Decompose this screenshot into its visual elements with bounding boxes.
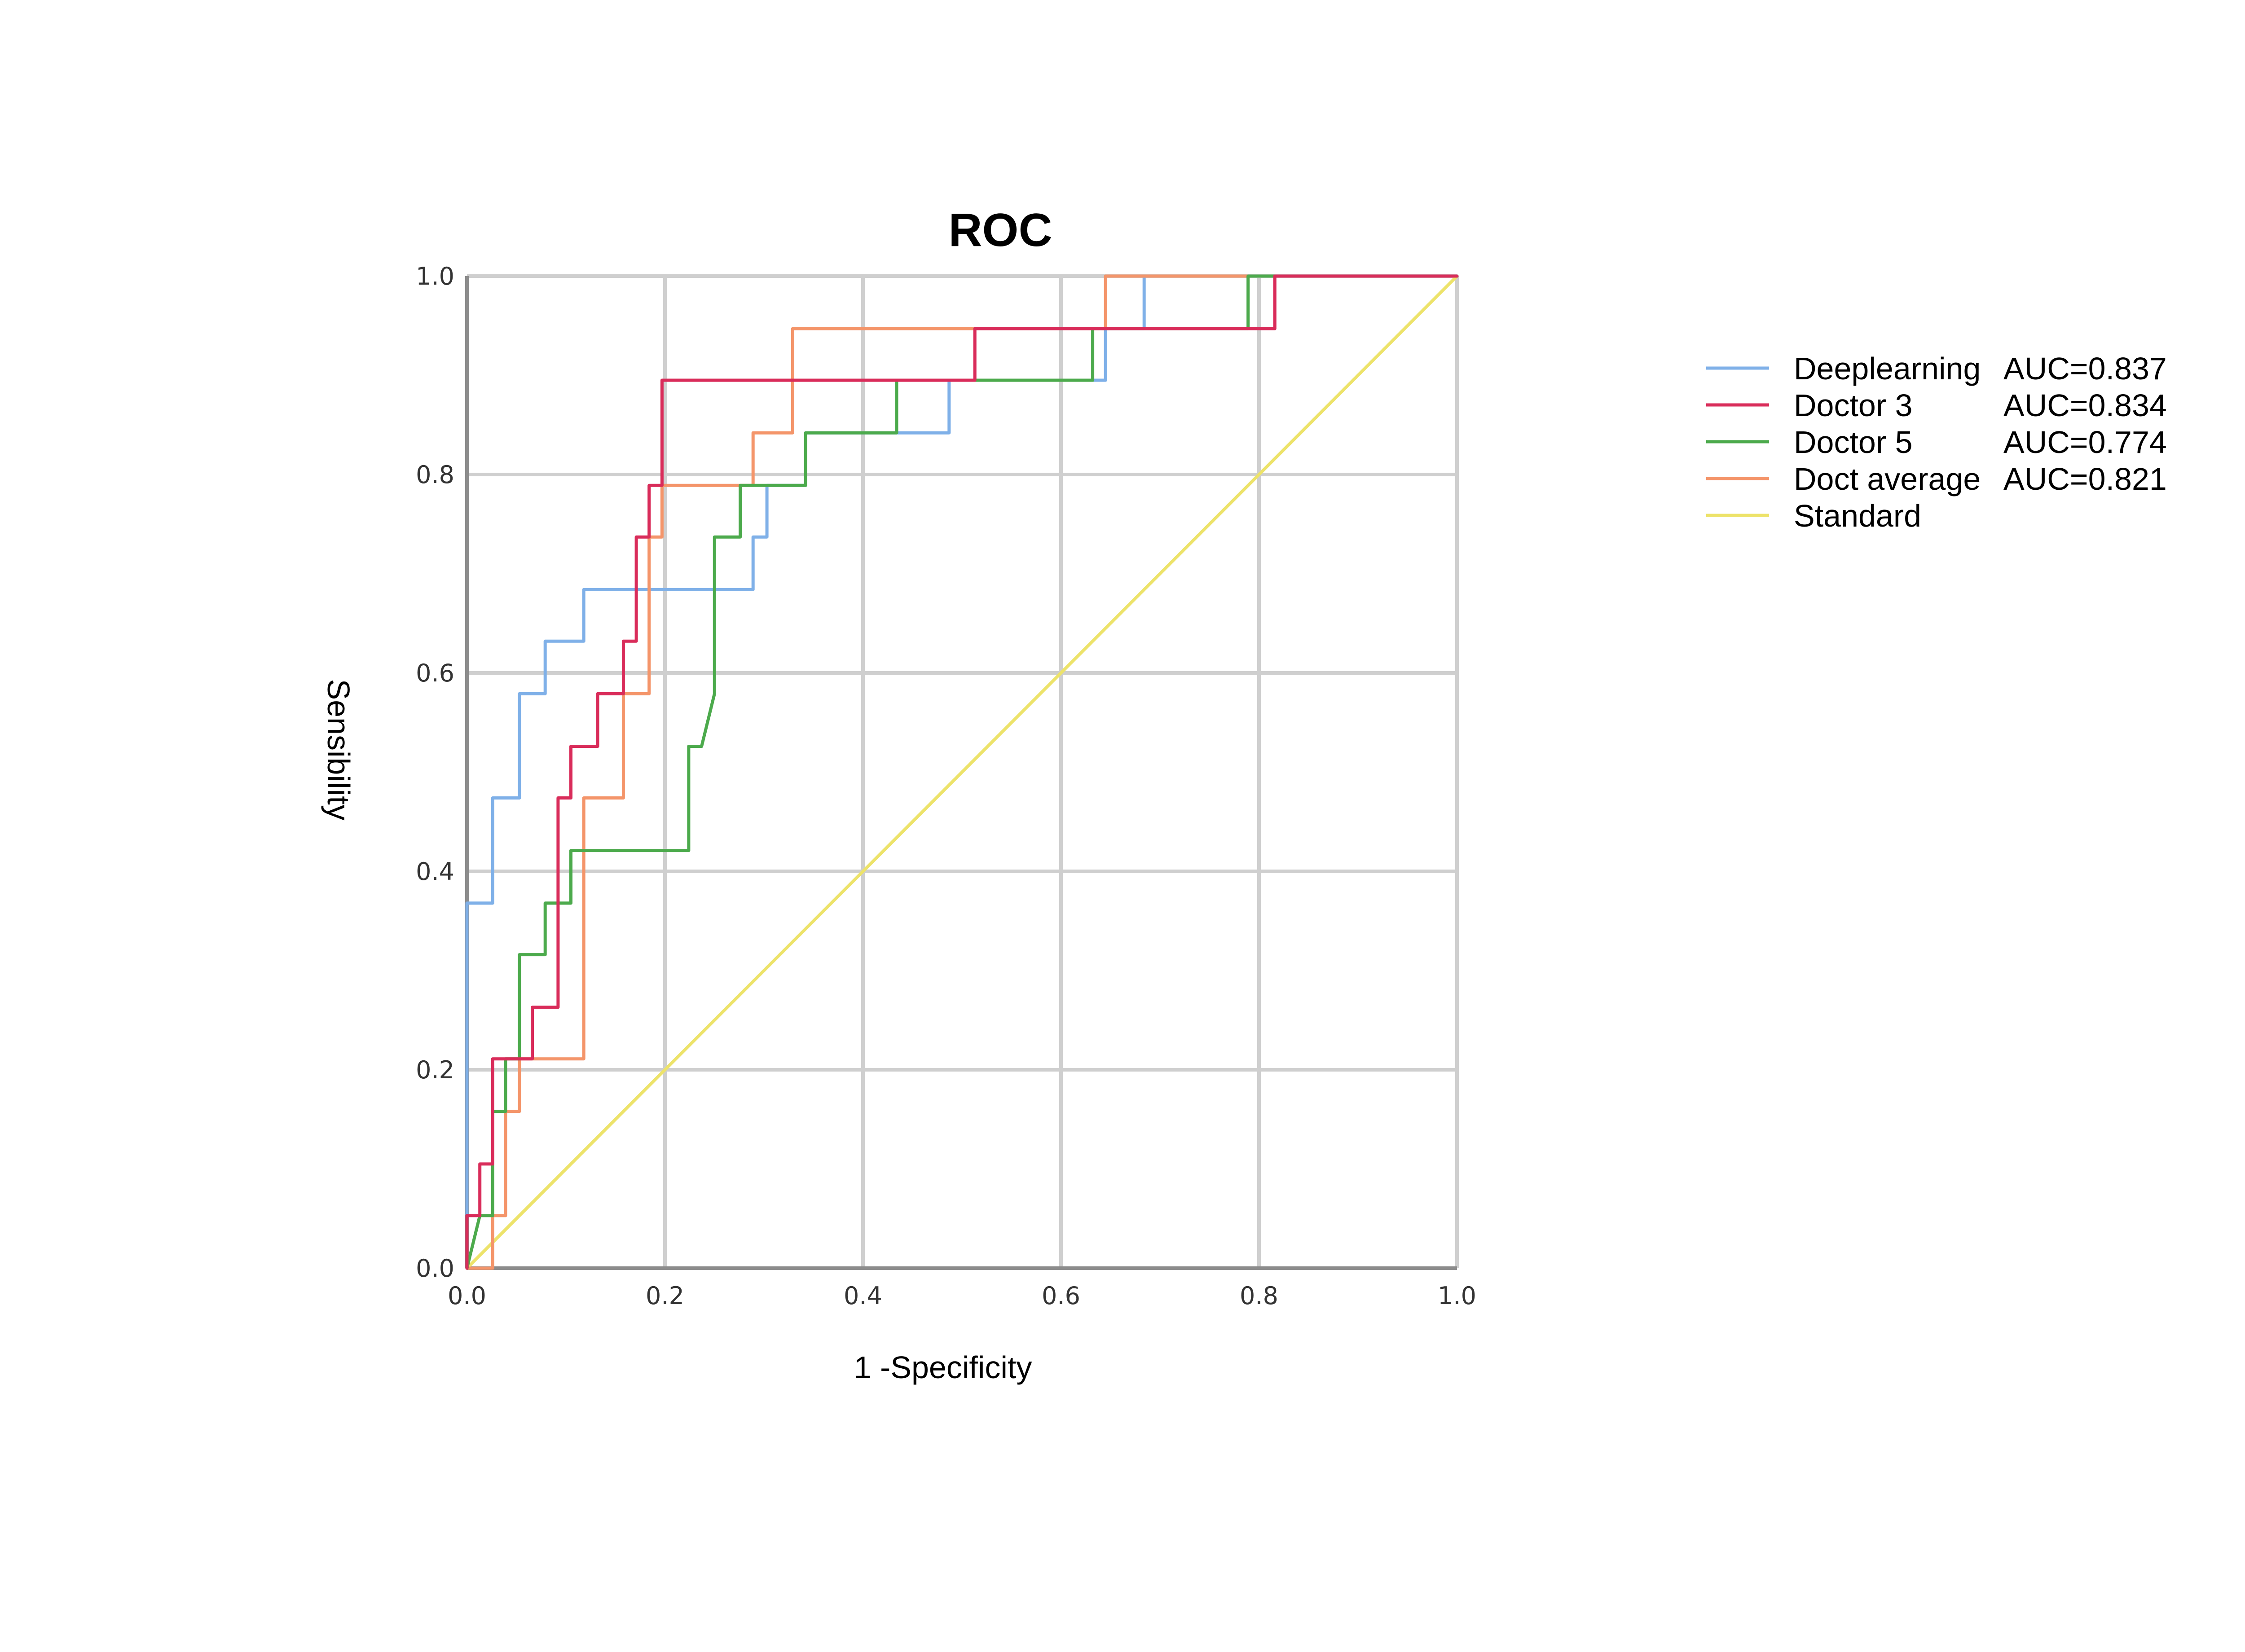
legend-auc-doctor-5: AUC=0.774	[2003, 425, 2167, 460]
x-tick-label-0: 0.0	[448, 1282, 486, 1310]
legend-label-standard: Standard	[1794, 498, 1921, 533]
y-tick-label-4: 0.8	[416, 461, 454, 489]
x-axis-title: 1 -Specificity	[854, 1350, 1032, 1385]
x-tick-label-5: 1.0	[1438, 1282, 1476, 1310]
y-tick-label-5: 1.0	[416, 262, 454, 290]
legend-label-doctor-3: Doctor 3	[1794, 388, 1913, 423]
legend-label-deeplearning: Deeplearning	[1794, 351, 1981, 386]
y-tick-label-2: 0.4	[416, 857, 454, 886]
series-line-doctor-5	[465, 274, 1459, 1270]
legend-auc-doctor-3: AUC=0.834	[2003, 388, 2167, 423]
series-layer	[465, 274, 1459, 1270]
x-tick-label-2: 0.4	[844, 1282, 882, 1310]
chart-title: ROC	[948, 204, 1052, 256]
legend-auc-doct-average: AUC=0.821	[2003, 461, 2167, 496]
y-tick-label-0: 0.0	[416, 1254, 454, 1283]
x-tick-label-3: 0.6	[1042, 1282, 1080, 1310]
y-tick-label-1: 0.2	[416, 1056, 454, 1084]
series-line-standard	[465, 274, 1459, 1270]
x-tick-label-4: 0.8	[1240, 1282, 1278, 1310]
series-line-doctor-3	[465, 274, 1459, 1270]
legend-label-doctor-5: Doctor 5	[1794, 425, 1913, 460]
x-tick-label-1: 0.2	[646, 1282, 684, 1310]
legend-auc-deeplearning: AUC=0.837	[2003, 351, 2167, 386]
y-axis-title: Sensibility	[321, 679, 356, 820]
legend-label-doct-average: Doct average	[1794, 461, 1981, 496]
y-tick-label-3: 0.6	[416, 659, 454, 687]
tick-labels: 0.0 0.2 0.4 0.6 0.8 1.0 0.0 0.2 0.4 0.6 0.8 1.0	[416, 262, 1476, 1310]
legend: Deeplearning AUC=0.837 Doctor 3 AUC=0.834 Do…	[1706, 351, 2167, 533]
